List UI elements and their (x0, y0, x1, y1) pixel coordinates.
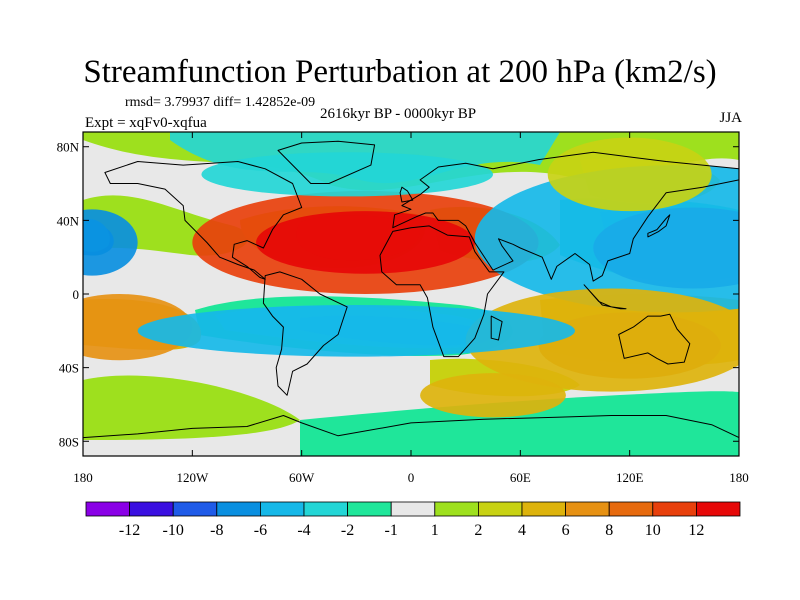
anomaly-blob (547, 137, 712, 212)
colorbar-label: -6 (254, 522, 267, 539)
anomaly-blob (420, 373, 566, 418)
colorbar-label: -4 (297, 522, 310, 539)
colorbar-label: -12 (119, 522, 140, 539)
colorbar-swatch (434, 501, 479, 517)
lon-tick-label: 60E (510, 470, 531, 485)
lon-tick-label: 60W (289, 470, 315, 485)
page-title: Streamfunction Perturbation at 200 hPa (… (83, 54, 717, 90)
colorbar-label: -8 (210, 522, 223, 539)
colorbar-swatch (521, 501, 566, 517)
coastline-south-america (262, 271, 348, 396)
colorbar-swatch (259, 501, 305, 517)
coastline-australia (618, 313, 691, 365)
anomaly-blob (83, 294, 193, 361)
lat-tick-label: 0 (73, 287, 80, 302)
coastline-indonesia (583, 284, 627, 310)
coastline-greenland (277, 140, 376, 184)
colorbar-swatch (85, 501, 130, 517)
streamfunction-field (83, 132, 739, 456)
coastlines (83, 140, 739, 439)
colorbar-swatch (129, 501, 174, 517)
colorbar-swatch (477, 501, 523, 517)
lon-tick-label: 120W (176, 470, 209, 485)
coastline-north-america (104, 161, 303, 280)
colorbar-label: 1 (431, 522, 439, 539)
colorbar-swatch (696, 501, 741, 517)
colorbar: -12 -10 -8 -6 -4 -2 -1 1 2 4 6 8 10 12 (85, 501, 741, 539)
colorbar-label: 8 (605, 522, 613, 539)
colorbar-label: -10 (163, 522, 184, 539)
lat-tick-label: 80N (57, 140, 80, 155)
lat-tick-label: 80S (59, 434, 79, 449)
anomaly-blob (465, 288, 739, 392)
colorbar-swatch (303, 501, 348, 517)
lon-tick-label: 0 (408, 470, 415, 485)
colorbar-label: 10 (645, 522, 661, 539)
colorbar-label: 4 (518, 522, 526, 539)
anomaly-blob (137, 305, 575, 357)
colorbar-swatch (347, 501, 392, 517)
coastline-antarctica (83, 415, 739, 439)
period-label: 2616kyr BP - 0000kyr BP (320, 106, 477, 122)
colorbar-label: 6 (562, 522, 570, 539)
experiment-label: Expt = xqFv0-xqfua (85, 115, 207, 131)
coastline-madagascar (490, 315, 503, 341)
stats-text: rmsd= 3.79937 diff= 1.42852e-09 (125, 95, 316, 110)
lon-tick-label: 180 (729, 470, 749, 485)
coastline-japan (647, 214, 671, 238)
colorbar-label: 2 (474, 522, 482, 539)
colorbar-swatch (216, 501, 261, 517)
anomaly-blob (201, 152, 493, 197)
lat-tick-label: 40N (57, 213, 80, 228)
coastline-uk (399, 186, 414, 203)
anomaly-contours (83, 137, 739, 418)
colorbar-swatch (608, 501, 654, 517)
lon-tick-label: 120E (616, 470, 644, 485)
lat-tick-label: 40S (59, 361, 79, 376)
colorbar-label: 12 (688, 522, 704, 539)
colorbar-label: -1 (385, 522, 398, 539)
colorbar-swatch (565, 501, 610, 517)
colorbar-label: -2 (341, 522, 354, 539)
axis-ticks: 80N 40N 0 40S 80S 180 120W 60W 0 60E 120E 180 (57, 132, 749, 485)
season-label: JJA (719, 110, 742, 126)
colorbar-swatch (172, 501, 218, 517)
lon-tick-label: 180 (73, 470, 93, 485)
anomaly-blob (83, 209, 138, 276)
coastline-africa (379, 225, 505, 358)
coastline-eurasia (392, 151, 739, 282)
colorbar-swatch (390, 501, 436, 517)
colorbar-swatch (652, 501, 697, 517)
